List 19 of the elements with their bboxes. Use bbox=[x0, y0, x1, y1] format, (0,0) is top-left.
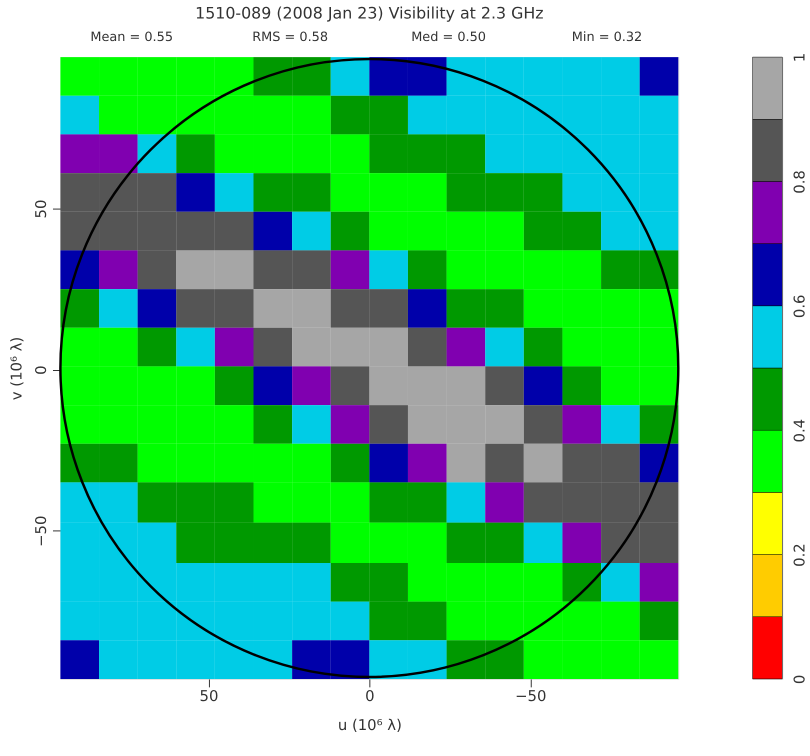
y-tick-label: 50 bbox=[32, 200, 50, 218]
text: RMS = 0.58 bbox=[252, 30, 328, 46]
text: Med = 0.50 bbox=[411, 30, 486, 46]
color-bar-label: 0.4 bbox=[790, 418, 809, 442]
x-tick-label: 50 bbox=[199, 687, 218, 706]
color-bar-label: 1 bbox=[790, 52, 809, 62]
y-axis-title: v (10⁶ λ) bbox=[7, 336, 26, 400]
text: Min = 0.32 bbox=[572, 30, 642, 46]
color-bar-label: 0.6 bbox=[790, 294, 809, 318]
text: Mean = 0.55 bbox=[90, 30, 174, 46]
x-axis-title: u (10⁶ λ) bbox=[338, 716, 402, 734]
x-tick-label: −50 bbox=[515, 687, 546, 706]
color-bar-label: 0 bbox=[790, 674, 809, 684]
color-bar-label: 0.2 bbox=[790, 543, 809, 567]
y-tick-label: 0 bbox=[32, 365, 50, 375]
chart-title: 1510-089 (2008 Jan 23) Visibility at 2.3 GHz bbox=[195, 3, 544, 22]
color-bar-label: 0.8 bbox=[790, 170, 809, 194]
y-tick-label: −50 bbox=[32, 516, 50, 547]
x-tick-label: 0 bbox=[365, 687, 375, 706]
